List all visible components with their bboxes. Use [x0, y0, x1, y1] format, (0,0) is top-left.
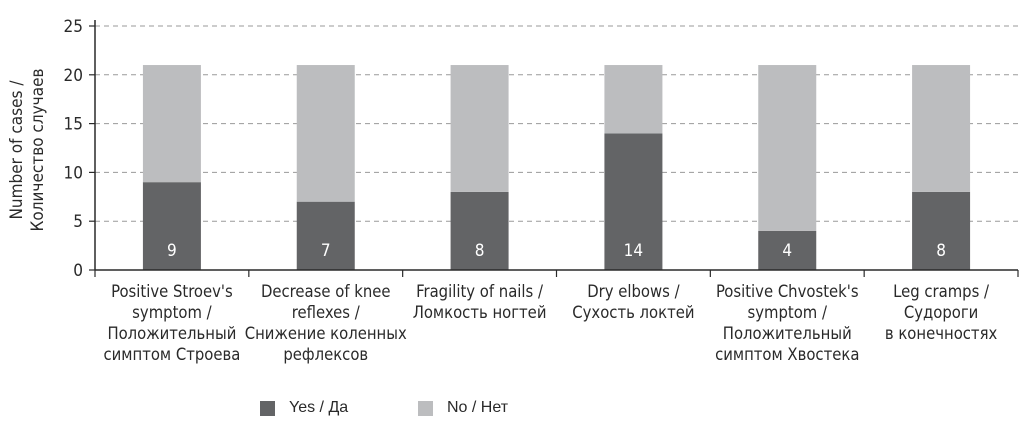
category-label-line: Положительный	[723, 324, 852, 343]
legend-label-no: No / Нет	[447, 399, 509, 416]
gridlines	[95, 25, 1018, 222]
data-label-2: 7	[321, 241, 331, 261]
bar-yes-2	[296, 201, 355, 270]
x-category-labels: Positive Stroev's symptom / Положительный с…	[103, 282, 997, 364]
data-label-4: 14	[624, 241, 643, 261]
bar-no-4	[604, 65, 663, 134]
axes	[89, 20, 1019, 277]
category-label-4: Dry elbows / Сухость локтей	[572, 282, 694, 322]
category-label-5: Positive Chvostek's symptom / Положительны…	[715, 282, 859, 364]
category-label-line: Ломкость ногтей	[413, 303, 547, 322]
legend-item-no: No / Нет	[418, 399, 508, 417]
data-label-5: 4	[782, 241, 792, 261]
bar-yes-1	[142, 182, 201, 270]
category-label-line: Положительный	[107, 324, 236, 343]
y-tick-label-10: 10	[64, 163, 83, 183]
category-label-line: рефлексов	[283, 345, 368, 364]
bar-yes-3	[450, 191, 509, 270]
y-axis-label-line: Количество случаев	[28, 69, 48, 232]
category-label-line: symptom /	[132, 303, 211, 322]
y-tick-label-25: 25	[64, 17, 83, 37]
bar-no-6	[912, 65, 971, 192]
category-label-line: Leg cramps /	[893, 282, 989, 301]
y-tick-label-0: 0	[73, 261, 83, 281]
category-label-line: symptom /	[748, 303, 827, 322]
category-label-2: Decrease of knee reflexes / Снижение колен…	[245, 282, 407, 364]
category-label-6: Leg cramps / Судороги в конечностях	[885, 282, 998, 343]
bar-no-2	[296, 65, 355, 202]
category-label-line: Positive Stroev's	[111, 282, 233, 301]
category-label-line: reflexes /	[292, 303, 360, 322]
data-label-1: 9	[167, 241, 177, 261]
category-label-line: Positive Chvostek's	[716, 282, 859, 301]
data-label-3: 8	[475, 241, 485, 261]
category-label-3: Fragility of nails / Ломкость ногтей	[413, 282, 547, 322]
category-label-line: симптом Хвостека	[715, 345, 859, 364]
y-tick-label-5: 5	[73, 212, 83, 232]
category-label-1: Positive Stroev's symptom / Положительный с…	[103, 282, 240, 364]
category-label-line: Fragility of nails /	[416, 282, 543, 301]
category-label-line: Dry elbows /	[587, 282, 679, 301]
legend-swatch-no	[418, 400, 433, 416]
y-tick-label-20: 20	[64, 66, 83, 86]
category-label-line: симптом Строева	[103, 345, 240, 364]
bar-yes-5	[758, 230, 817, 270]
bars: 9 7 8 14 4 8	[142, 65, 971, 270]
category-label-line: Снижение коленных	[245, 324, 407, 343]
legend-item-yes: Yes / Да	[260, 399, 348, 417]
bar-yes-6	[912, 191, 971, 270]
data-label-6: 8	[936, 241, 946, 261]
category-label-line: Decrease of knee	[261, 282, 391, 301]
y-axis-label: Number of cases /Количество случаев	[7, 69, 48, 232]
legend-swatch-yes	[260, 400, 275, 416]
bar-yes-4	[604, 133, 663, 270]
y-tick-label-15: 15	[64, 115, 83, 135]
category-label-line: Судороги	[904, 303, 978, 322]
bar-no-5	[758, 65, 817, 231]
category-label-line: Сухость локтей	[572, 303, 694, 322]
category-label-line: в конечностях	[885, 324, 998, 343]
bar-no-3	[450, 65, 509, 192]
legend-label-yes: Yes / Да	[289, 399, 349, 416]
y-axis-label-line: Number of cases /	[7, 80, 27, 220]
y-tick-labels: 0 5 10 15 20 25	[64, 17, 83, 281]
bar-no-1	[142, 65, 201, 183]
